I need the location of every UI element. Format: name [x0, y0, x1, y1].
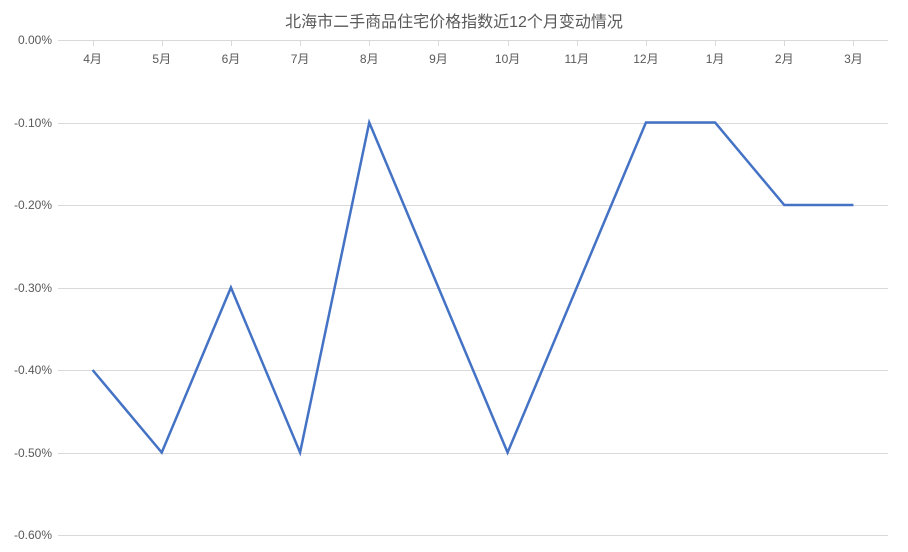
x-axis-tick-label: 1月: [706, 50, 725, 67]
plot-area: [58, 40, 888, 535]
y-axis-tick-label: -0.50%: [4, 446, 52, 460]
chart-title: 北海市二手商品住宅价格指数近12个月变动情况: [0, 8, 908, 32]
x-axis-tick-label: 5月: [152, 50, 171, 67]
y-axis-tick-label: -0.20%: [4, 198, 52, 212]
y-axis-tick-label: -0.30%: [4, 281, 52, 295]
series-line: [58, 40, 888, 535]
chart-container: 北海市二手商品住宅价格指数近12个月变动情况 0.00% -0.10% -0.20%…: [0, 0, 908, 552]
x-axis-tick-label: 10月: [495, 50, 520, 67]
y-axis-tick-label: 0.00%: [4, 33, 52, 47]
x-axis-tick-label: 8月: [360, 50, 379, 67]
x-axis-tick-label: 7月: [291, 50, 310, 67]
x-axis-tick-label: 12月: [633, 50, 658, 67]
y-axis-tick-label: -0.60%: [4, 528, 52, 542]
y-axis-tick-label: -0.10%: [4, 116, 52, 130]
grid-line: [58, 535, 888, 536]
x-axis-tick-label: 9月: [429, 50, 448, 67]
x-axis-tick-label: 4月: [83, 50, 102, 67]
y-axis-tick-label: -0.40%: [4, 363, 52, 377]
x-axis-tick-label: 6月: [222, 50, 241, 67]
x-axis-tick-label: 3月: [844, 50, 863, 67]
x-axis-tick-label: 2月: [775, 50, 794, 67]
x-axis-tick-label: 11月: [565, 50, 589, 67]
